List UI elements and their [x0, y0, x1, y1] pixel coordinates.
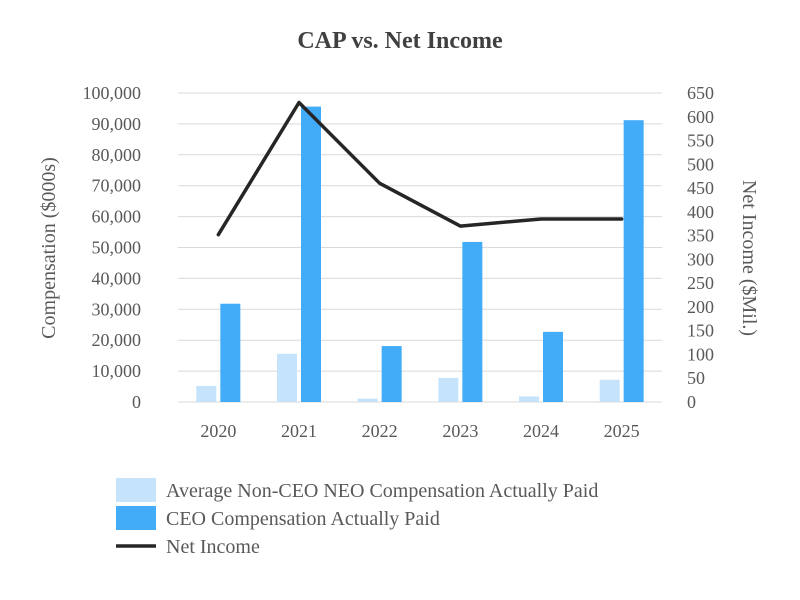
- net-income-line: [216, 100, 624, 237]
- bar-ceo-cap: [462, 241, 483, 402]
- x-tick-label: 2023: [442, 421, 478, 441]
- y-right-tick-label: 500: [687, 154, 714, 174]
- y-left-tick-label: 20,000: [92, 330, 142, 350]
- x-tick-label: 2025: [604, 421, 640, 441]
- gridlines: [178, 92, 662, 403]
- y-left-tick-label: 50,000: [92, 238, 142, 258]
- bar-ceo-cap: [623, 120, 644, 402]
- legend-swatch: [116, 478, 156, 502]
- y-right-tick-label: 400: [687, 202, 714, 222]
- y-right-tick-label: 450: [687, 178, 714, 198]
- bars: [196, 106, 644, 402]
- y-left-tick-label: 100,000: [83, 83, 142, 103]
- legend-label: Average Non-CEO NEO Compensation Actuall…: [166, 480, 598, 502]
- net-income-line-layer: [216, 100, 624, 237]
- y-left-tick-label: 60,000: [92, 207, 142, 227]
- y-left-tick-label: 10,000: [92, 361, 142, 381]
- bar-ceo-cap: [543, 331, 563, 402]
- y-right-tick-label: 600: [687, 107, 714, 127]
- y-left-tick-label: 70,000: [92, 176, 142, 196]
- y-left-tick-label: 80,000: [92, 145, 142, 165]
- y-right-tick-label: 100: [687, 344, 714, 364]
- legend-label: Net Income: [166, 536, 260, 558]
- x-tick-label: 2024: [523, 421, 559, 441]
- y-left-tick-label: 0: [132, 392, 141, 412]
- bar-ceo-cap: [381, 346, 402, 402]
- y-right-tick-label: 550: [687, 131, 714, 151]
- x-tick-label: 2021: [281, 421, 317, 441]
- bar-non-ceo-neo-cap: [599, 379, 620, 402]
- legend-label: CEO Compensation Actually Paid: [166, 508, 440, 530]
- y-right-tick-label: 650: [687, 83, 714, 103]
- bar-ceo-cap: [220, 303, 241, 402]
- y-left-tick-label: 30,000: [92, 299, 142, 319]
- bar-non-ceo-neo-cap: [277, 353, 297, 402]
- legend: Average Non-CEO NEO Compensation Actuall…: [116, 478, 598, 558]
- y-right-tick-label: 50: [687, 368, 705, 388]
- y-right-tick-label: 300: [687, 249, 714, 269]
- bar-non-ceo-neo-cap: [438, 377, 459, 402]
- x-tick-label: 2022: [362, 421, 398, 441]
- bar-non-ceo-neo-cap: [357, 398, 378, 402]
- y-axis-left-title: Compensation ($000s): [38, 157, 60, 339]
- y-right-tick-label: 200: [687, 297, 714, 317]
- bar-non-ceo-neo-cap: [519, 396, 539, 402]
- y-right-tick-label: 150: [687, 321, 714, 341]
- y-right-tick-label: 350: [687, 226, 714, 246]
- y-axis-right-title: Net Income ($Mil.): [738, 180, 760, 336]
- x-tick-label: 2020: [200, 421, 236, 441]
- y-right-tick-label: 0: [687, 392, 696, 412]
- y-left-tick-label: 40,000: [92, 268, 142, 288]
- chart-title: CAP vs. Net Income: [297, 28, 503, 54]
- axis-ticks: 0 10,000 20,000 30,000 40,000 50,000 60,000 70,…: [83, 83, 715, 441]
- y-right-tick-label: 250: [687, 273, 714, 293]
- bar-non-ceo-neo-cap: [196, 385, 217, 402]
- y-left-tick-label: 90,000: [92, 114, 142, 134]
- legend-swatch: [116, 506, 156, 530]
- bar-ceo-cap: [301, 106, 321, 402]
